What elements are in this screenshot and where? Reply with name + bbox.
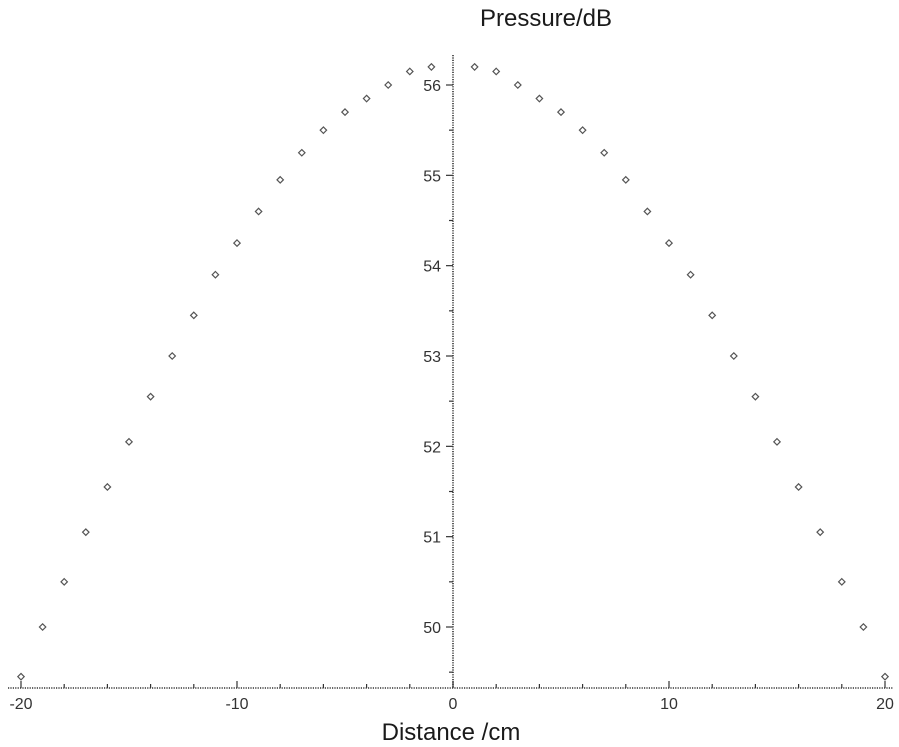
data-point <box>81 528 90 537</box>
data-point <box>578 126 587 135</box>
y-tick-label: 51 <box>423 530 441 547</box>
y-tick-label: 54 <box>423 259 441 276</box>
data-point <box>492 67 501 76</box>
data-point <box>686 270 695 279</box>
data-point <box>211 270 220 279</box>
data-point <box>146 392 155 401</box>
x-tick-label: 10 <box>660 696 678 713</box>
data-point <box>60 577 69 586</box>
data-point <box>794 482 803 492</box>
y-axis-title: Pressure/dB <box>480 5 612 32</box>
y-tick-label: 56 <box>423 78 441 95</box>
data-point <box>384 80 393 90</box>
data-point <box>859 622 868 632</box>
data-point <box>427 62 436 71</box>
data-point <box>168 351 177 361</box>
y-tick-label: 50 <box>423 620 441 637</box>
data-point <box>664 239 674 248</box>
x-tick-label: -20 <box>9 696 32 713</box>
data-points <box>16 62 890 681</box>
y-tick-label: 52 <box>423 439 441 456</box>
axes <box>8 55 893 689</box>
data-point <box>319 126 328 135</box>
data-point <box>38 622 47 632</box>
data-point <box>772 437 782 446</box>
data-point <box>621 175 630 184</box>
data-point <box>362 94 371 103</box>
data-point <box>837 577 846 586</box>
data-point <box>729 351 738 361</box>
data-point <box>16 672 26 681</box>
data-point <box>708 311 717 320</box>
data-point <box>556 108 566 117</box>
data-point <box>643 207 652 216</box>
data-point <box>103 482 112 492</box>
data-point <box>535 94 544 103</box>
data-point <box>276 175 285 184</box>
data-point <box>297 148 306 157</box>
data-point <box>124 437 134 446</box>
data-point <box>232 239 242 248</box>
y-tick-label: 53 <box>423 349 441 366</box>
x-tick-label: 20 <box>876 696 894 713</box>
ticks: -20 -10 0 10 20 50 51 52 53 54 55 56 <box>9 78 894 713</box>
data-point <box>189 311 198 320</box>
data-point <box>254 207 263 216</box>
data-point <box>600 148 609 157</box>
data-point <box>470 62 479 71</box>
data-point <box>751 392 760 401</box>
data-point <box>816 528 825 537</box>
data-point <box>513 80 522 90</box>
data-point <box>405 67 414 76</box>
y-tick-label: 55 <box>423 168 441 185</box>
x-axis-title: Distance /cm <box>382 719 521 746</box>
x-tick-label: -10 <box>225 696 248 713</box>
data-point <box>880 672 890 681</box>
data-point <box>340 108 350 117</box>
x-tick-label: 0 <box>449 696 458 713</box>
